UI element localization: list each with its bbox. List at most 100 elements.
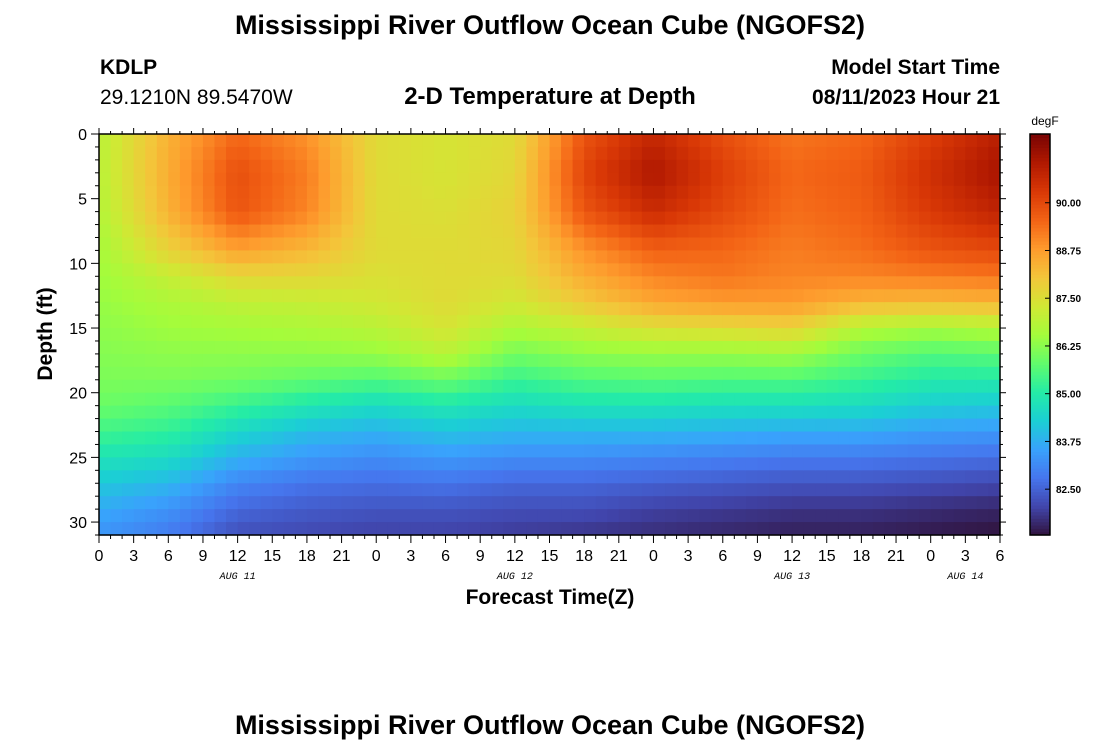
colorbar-swatch — [1030, 361, 1050, 366]
heatmap-cell — [745, 470, 759, 484]
heatmap-cell — [168, 289, 181, 303]
heatmap-cell — [99, 198, 112, 213]
heatmap-cell — [283, 185, 296, 200]
heatmap-cell — [676, 134, 689, 148]
heatmap-cell — [433, 418, 447, 433]
heatmap-cell — [896, 405, 909, 420]
heatmap-cell — [214, 198, 227, 213]
heatmap-cell — [734, 483, 747, 497]
heatmap-cell — [318, 172, 331, 187]
heatmap-cell — [364, 263, 377, 277]
heatmap-cell — [815, 224, 828, 239]
heatmap-cell — [953, 431, 966, 446]
colorbar-swatch — [1030, 244, 1050, 249]
heatmap-cell — [561, 340, 574, 355]
heatmap-cell — [445, 159, 458, 174]
heatmap-cell — [896, 483, 909, 497]
heatmap-cell — [930, 302, 943, 316]
heatmap-cell — [849, 315, 862, 329]
heatmap-cell — [803, 146, 816, 161]
heatmap-cell — [376, 172, 389, 187]
heatmap-cell — [376, 457, 389, 471]
heatmap-cell — [202, 340, 216, 355]
heatmap-cell — [283, 392, 296, 407]
heatmap-cell — [780, 340, 793, 355]
heatmap-cell — [318, 418, 331, 433]
heatmap-cell — [99, 418, 112, 433]
heatmap-cell — [468, 289, 481, 303]
heatmap-cell — [884, 198, 897, 213]
heatmap-cell — [110, 405, 123, 420]
heatmap-cell — [607, 444, 620, 458]
heatmap-cell — [226, 366, 239, 381]
heatmap-cell — [249, 211, 262, 226]
heatmap-cell — [734, 405, 747, 420]
heatmap-cell — [815, 250, 828, 264]
heatmap-cell — [387, 392, 400, 407]
heatmap-cell — [226, 134, 239, 148]
heatmap-cell — [595, 509, 608, 523]
colorbar-swatch — [1030, 301, 1050, 306]
heatmap-cell — [768, 418, 782, 433]
heatmap-cell — [226, 211, 239, 226]
heatmap-cell — [249, 418, 262, 433]
heatmap-cell — [537, 392, 551, 407]
heatmap-cell — [618, 289, 631, 303]
heatmap-cell — [503, 328, 516, 342]
heatmap-cell — [942, 172, 955, 187]
colorbar-swatch — [1030, 247, 1050, 252]
heatmap-cell — [376, 405, 389, 420]
heatmap-cell — [815, 392, 828, 407]
heatmap-cell — [191, 379, 204, 394]
heatmap-cell — [249, 457, 262, 471]
heatmap-cell — [584, 159, 597, 174]
colorbar-swatch — [1030, 364, 1050, 369]
heatmap-cell — [872, 431, 886, 446]
colorbar-tick-label: 83.75 — [1056, 437, 1081, 448]
heatmap-cell — [988, 392, 1001, 407]
heatmap-cell — [306, 276, 320, 290]
heatmap-cell — [318, 366, 331, 381]
heatmap-cell — [976, 418, 990, 433]
heatmap-cell — [641, 198, 655, 213]
heatmap-cell — [792, 289, 805, 303]
heatmap-cell — [595, 159, 608, 174]
heatmap-cell — [99, 302, 112, 316]
heatmap-cell — [907, 302, 920, 316]
heatmap-cell — [353, 263, 366, 277]
heatmap-cell — [665, 470, 678, 484]
colorbar-frame — [1029, 133, 1051, 536]
heatmap-cell — [237, 289, 250, 303]
heatmap-cell — [99, 211, 112, 226]
heatmap-cell — [734, 457, 747, 471]
heatmap-cell — [156, 211, 169, 226]
heatmap-cell — [699, 289, 712, 303]
heatmap-cell — [295, 496, 308, 510]
heatmap-cell — [942, 353, 955, 368]
heatmap-cell — [630, 522, 643, 536]
heatmap-cell — [399, 522, 412, 536]
heatmap-cell — [237, 392, 250, 407]
heatmap-cell — [561, 522, 574, 536]
heatmap-cell — [595, 418, 608, 433]
heatmap-cell — [919, 522, 932, 536]
heatmap-cell — [202, 353, 216, 368]
heatmap-cell — [191, 353, 204, 368]
heatmap-cell — [260, 263, 273, 277]
heatmap-cell — [711, 522, 724, 536]
heatmap-cell — [699, 237, 712, 252]
heatmap-cell — [572, 340, 585, 355]
colorbar-swatch — [1030, 504, 1050, 509]
heatmap-cell — [306, 328, 320, 342]
colorbar-tick-label: 90.00 — [1056, 199, 1081, 210]
x-tick-label: 6 — [996, 548, 1005, 565]
heatmap-cell — [815, 146, 828, 161]
heatmap-cell — [330, 509, 343, 523]
heatmap-cell — [318, 522, 331, 536]
colorbar-swatch — [1030, 217, 1050, 222]
heatmap-cell — [976, 302, 990, 316]
heatmap-cell — [734, 276, 747, 290]
heatmap-cell — [792, 172, 805, 187]
heatmap-cell — [722, 509, 735, 523]
heatmap-cell — [699, 392, 712, 407]
